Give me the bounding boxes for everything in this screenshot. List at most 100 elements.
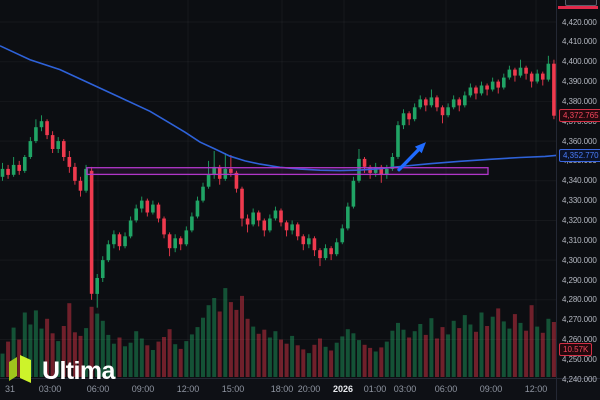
volume-bar: [95, 313, 100, 377]
volume-bar: [67, 303, 72, 377]
volume-bar: [234, 309, 239, 377]
volume-bar: [33, 310, 38, 377]
candle-body: [123, 236, 127, 247]
price-axis[interactable]: 4,372.765 4,352.770 10.57K 4,420.000 4,41…: [556, 0, 600, 400]
candle-body: [440, 107, 445, 116]
volume-bar: [173, 344, 178, 377]
volume-bar: [290, 335, 295, 377]
volume-bar: [251, 326, 256, 377]
grid-layer: [0, 0, 556, 378]
candle-body: [351, 180, 356, 207]
candle-body: [429, 97, 434, 106]
price-tick-label: 4,290.000: [562, 275, 597, 285]
volume-bar: [279, 339, 283, 377]
volume-bar: [184, 341, 189, 377]
candle-body: [385, 168, 389, 175]
candle-body: [178, 238, 183, 245]
time-tick-label: 15:00: [221, 384, 245, 394]
breakout-arrow[interactable]: [397, 142, 426, 172]
candle-body: [61, 141, 66, 157]
candle-body: [490, 81, 495, 90]
candle-body: [479, 85, 484, 94]
cut-off-label-box: [565, 0, 597, 6]
arrow-head: [414, 142, 426, 154]
candle-body: [518, 67, 523, 76]
volume-bars: [0, 288, 556, 377]
volume-bar: [217, 311, 222, 377]
candle-body: [301, 236, 306, 245]
candle-body: [212, 166, 216, 175]
candle-body: [373, 166, 378, 173]
time-tick-label: 01:00: [363, 384, 387, 394]
candle-body: [507, 69, 512, 78]
volume-bar: [345, 329, 350, 377]
candle-body: [139, 200, 144, 209]
candle-body: [379, 166, 384, 175]
volume-bar: [267, 337, 272, 377]
price-tick-label: 4,400.000: [562, 57, 597, 67]
candle-body: [412, 107, 417, 120]
candle-body: [346, 206, 350, 229]
price-tick-label: 4,410.000: [562, 37, 597, 47]
candle-body: [502, 77, 506, 88]
candle-body: [524, 67, 528, 74]
price-tick-label: 4,420.000: [562, 17, 597, 27]
volume-bar: [262, 329, 267, 377]
volume-bar: [45, 318, 50, 377]
candle-body: [156, 204, 161, 219]
candles-layer: [0, 55, 556, 308]
candle-body: [39, 121, 44, 128]
price-tick-label: 4,380.000: [562, 96, 597, 106]
volume-bar: [212, 298, 217, 377]
volume-bar: [178, 348, 183, 377]
price-tick-label: 4,260.000: [562, 335, 597, 344]
volume-bar: [0, 353, 5, 377]
volume-bar: [273, 331, 278, 377]
volume-bar: [423, 334, 428, 377]
candle-body: [50, 135, 55, 149]
volume-bar: [189, 334, 194, 377]
candle-body: [45, 121, 49, 136]
volume-bar: [245, 318, 250, 377]
ultima-logo-icon: [7, 352, 37, 389]
ma-price-label: 4,352.770: [559, 148, 600, 162]
volume-bar: [22, 312, 27, 377]
candle-body: [56, 141, 60, 149]
price-tick-label: 4,320.000: [562, 216, 597, 225]
volume-bar: [362, 344, 367, 377]
volume-bar: [524, 330, 529, 377]
volume-bar: [368, 347, 373, 377]
candle-body: [256, 212, 261, 221]
volume-bar: [468, 324, 473, 377]
candle-body: [540, 73, 545, 80]
price-tick-label: 4,300.000: [562, 255, 597, 265]
last-price-label: 4,372.765: [559, 109, 600, 123]
time-tick-label: 09:00: [131, 384, 155, 394]
candle-body: [28, 141, 33, 157]
candle-body: [173, 238, 177, 249]
volume-bar: [111, 343, 116, 377]
candle-body: [11, 164, 16, 175]
volume-bar: [323, 346, 328, 377]
support-zone-box[interactable]: [86, 167, 489, 176]
candle-body: [206, 174, 211, 187]
volume-bar: [78, 335, 83, 377]
candle-body: [529, 73, 534, 82]
ultima-logo-text: Ultima: [42, 356, 115, 385]
arrow-shaft: [397, 145, 423, 172]
volume-bar: [546, 318, 551, 377]
price-tick-label: 4,310.000: [562, 235, 597, 245]
volume-bar: [412, 331, 417, 377]
time-axis[interactable]: 31 03:00 06:00 09:00 12:00 15:00 18:00 20:00 202…: [0, 378, 600, 400]
candle-body: [240, 188, 244, 219]
volume-bar: [117, 337, 122, 377]
volume-bar: [440, 327, 445, 377]
candle-body: [245, 218, 250, 225]
volume-bar: [418, 324, 423, 377]
candle-body: [279, 210, 283, 223]
volume-bar: [379, 347, 384, 377]
volume-bar: [72, 332, 77, 377]
volume-bar: [501, 321, 506, 377]
